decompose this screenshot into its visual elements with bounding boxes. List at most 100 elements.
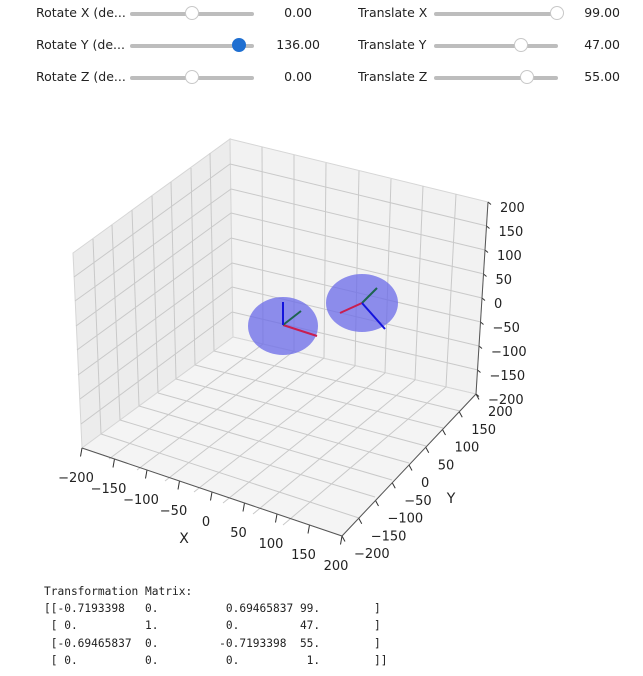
y-tick-label: −150 (371, 529, 407, 544)
transformed-x-axis-line (339, 302, 363, 314)
grid-lines (73, 146, 488, 526)
z-tick-mark (486, 225, 490, 229)
rotate-y-value: 136.00 (276, 37, 320, 52)
z-tick-mark (475, 393, 480, 397)
z-tick-label: −100 (491, 345, 527, 360)
transformed-y-axis-line (361, 287, 378, 304)
y-tick-label: −100 (388, 512, 424, 527)
slider-panel: Rotate X (de... 0.00 Rotate Y (de... 136… (0, 0, 643, 96)
rotate-y-track[interactable] (130, 44, 254, 48)
y-tick-label: 0 (421, 476, 429, 491)
matrix-row: [ 0. 0. 0. 1. ]] (44, 653, 388, 667)
x-tick-mark (242, 502, 245, 512)
translate-x-slider-row: Translate X 99.00 (358, 0, 620, 28)
x-axis-line (81, 447, 343, 537)
origin-y-axis-line (282, 310, 302, 326)
z-tick-label: 100 (497, 249, 522, 264)
y-tick-mark (458, 411, 463, 418)
rotate-y-slider-row: Rotate Y (de... 136.00 (36, 32, 326, 60)
translate-z-value: 55.00 (584, 69, 620, 84)
rotate-x-thumb[interactable] (185, 6, 199, 20)
rotate-z-value: 0.00 (284, 69, 312, 84)
z-tick-label: 200 (500, 201, 525, 216)
rotate-z-slider-row: Rotate Z (de... 0.00 (36, 64, 326, 92)
rotate-x-label: Rotate X (de... (36, 5, 126, 20)
y-tick-mark (391, 482, 396, 489)
translate-x-thumb[interactable] (550, 6, 565, 20)
y-tick-label: 100 (455, 441, 480, 456)
y-tick-label: −50 (404, 494, 431, 509)
translate-x-track[interactable] (434, 12, 558, 16)
transformed-z-axis-line (361, 302, 386, 330)
z-tick-label: 0 (494, 297, 502, 312)
z-tick-mark (480, 321, 484, 325)
z-tick-mark (483, 273, 487, 277)
rotate-x-slider-row: Rotate X (de... 0.00 (36, 0, 326, 28)
translate-y-value: 47.00 (584, 37, 620, 52)
x-tick-label: 100 (259, 537, 284, 552)
rotate-y-label: Rotate Y (de... (36, 37, 125, 52)
translate-y-thumb[interactable] (513, 38, 528, 52)
x-tick-mark (307, 524, 310, 534)
matrix-row: [[-0.7193398 0. 0.69465837 99. ] (44, 602, 381, 616)
translate-y-label: Translate Y (358, 37, 427, 52)
z-tick-label: 150 (499, 225, 524, 240)
x-tick-label: −50 (160, 504, 187, 519)
translate-z-track[interactable] (434, 76, 558, 80)
translate-y-track[interactable] (434, 44, 558, 48)
matrix-title: Transformation Matrix: (44, 585, 193, 598)
y-tick-mark (442, 429, 446, 436)
z-tick-label: −150 (490, 369, 526, 384)
y-axis-line (341, 393, 477, 537)
z-tick-label: −50 (493, 321, 520, 336)
translate-y-slider-row: Translate Y 47.00 (358, 32, 620, 60)
matrix-row: [-0.69465837 0. -0.7193398 55. ] (44, 636, 381, 650)
y-tick-mark (408, 464, 413, 471)
y-axis-label: Y (446, 491, 456, 507)
translate-x-value: 99.00 (584, 5, 620, 20)
z-tick-mark (477, 369, 481, 373)
z-tick-mark (487, 201, 492, 205)
translate-z-slider-row: Translate Z 55.00 (358, 64, 620, 92)
y-tick-mark (425, 447, 430, 453)
y-tick-mark (341, 535, 346, 542)
rotate-x-value: 0.00 (284, 5, 312, 20)
y-tick-mark (358, 518, 363, 524)
x-tick-mark (210, 491, 213, 501)
y-tick-label: 200 (488, 405, 513, 420)
x-tick-mark (177, 480, 180, 490)
x-tick-mark (80, 447, 83, 457)
z-tick-mark (478, 345, 483, 349)
x-axis-label: X (179, 531, 189, 547)
translate-x-label: Translate X (358, 5, 428, 20)
z-axis-line (475, 201, 489, 395)
z-tick-labels: 200 150 100 50 0 −50 −100 −150 −200 (475, 201, 527, 408)
x-tick-labels: −200−150−100−50 0 50 100 150 200 (58, 447, 348, 574)
matrix-row: [ 0. 1. 0. 47. ] (44, 619, 381, 633)
x-tick-label: 0 (202, 515, 210, 530)
y-tick-mark (375, 500, 379, 507)
z-tick-mark (481, 297, 486, 301)
z-tick-mark (484, 249, 489, 253)
x-tick-label: 150 (291, 548, 316, 563)
y-tick-label: −200 (354, 547, 390, 562)
x-tick-label: 50 (230, 526, 247, 541)
rotate-z-thumb[interactable] (185, 70, 199, 84)
x-tick-label: −150 (91, 482, 127, 497)
y-tick-label: 50 (438, 458, 455, 473)
z-tick-label: −200 (488, 393, 524, 408)
rotate-y-thumb[interactable] (231, 38, 246, 52)
z-tick-label: 50 (496, 273, 513, 288)
x-tick-label: −200 (58, 471, 94, 486)
x-tick-label: −100 (123, 493, 159, 508)
translate-z-thumb[interactable] (520, 70, 534, 84)
x-tick-mark (145, 469, 148, 479)
transformation-matrix: Transformation Matrix: [[-0.7193398 0. 0… (44, 583, 388, 669)
x-tick-mark (112, 458, 115, 468)
rotate-z-label: Rotate Z (de... (36, 69, 126, 84)
x-tick-mark (340, 535, 343, 545)
x-tick-mark (275, 513, 278, 523)
y-tick-label: 150 (471, 423, 496, 438)
